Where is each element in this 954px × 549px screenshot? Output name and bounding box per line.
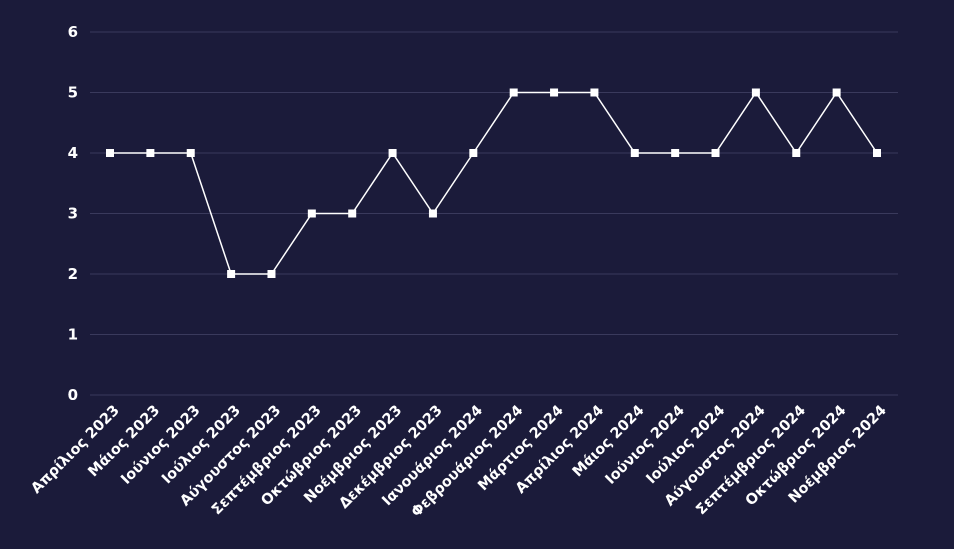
data-point bbox=[388, 149, 397, 157]
data-point bbox=[751, 88, 760, 97]
data-point bbox=[307, 209, 316, 218]
y-tick-label: 6 bbox=[68, 23, 78, 41]
data-point bbox=[227, 270, 236, 278]
data-point bbox=[428, 209, 437, 218]
data-point bbox=[186, 149, 195, 157]
data-point bbox=[550, 88, 559, 97]
y-tick-label: 5 bbox=[68, 84, 78, 102]
data-point bbox=[832, 88, 841, 97]
grid-lines bbox=[90, 31, 898, 396]
data-point bbox=[671, 149, 680, 157]
data-point bbox=[873, 149, 881, 157]
y-axis-ticks: 0 1 2 3 4 5 6 bbox=[68, 23, 78, 404]
y-tick-label: 0 bbox=[68, 386, 78, 404]
data-point bbox=[509, 88, 518, 97]
y-tick-label: 1 bbox=[68, 326, 78, 344]
data-point bbox=[267, 270, 276, 278]
data-point bbox=[469, 149, 478, 157]
y-tick-label: 3 bbox=[68, 205, 78, 223]
x-tick-label: Μάιος 2024 bbox=[570, 403, 648, 481]
data-point bbox=[348, 209, 357, 218]
data-series bbox=[106, 88, 881, 278]
data-point bbox=[630, 149, 639, 157]
y-tick-label: 4 bbox=[68, 144, 78, 162]
data-point bbox=[792, 149, 801, 157]
x-tick-label: Μάιος 2023 bbox=[85, 403, 163, 481]
data-point bbox=[711, 149, 720, 157]
data-point bbox=[146, 149, 155, 157]
y-tick-label: 2 bbox=[68, 265, 78, 283]
data-point bbox=[106, 149, 114, 157]
series-line bbox=[110, 91, 878, 275]
data-point bbox=[590, 88, 599, 97]
